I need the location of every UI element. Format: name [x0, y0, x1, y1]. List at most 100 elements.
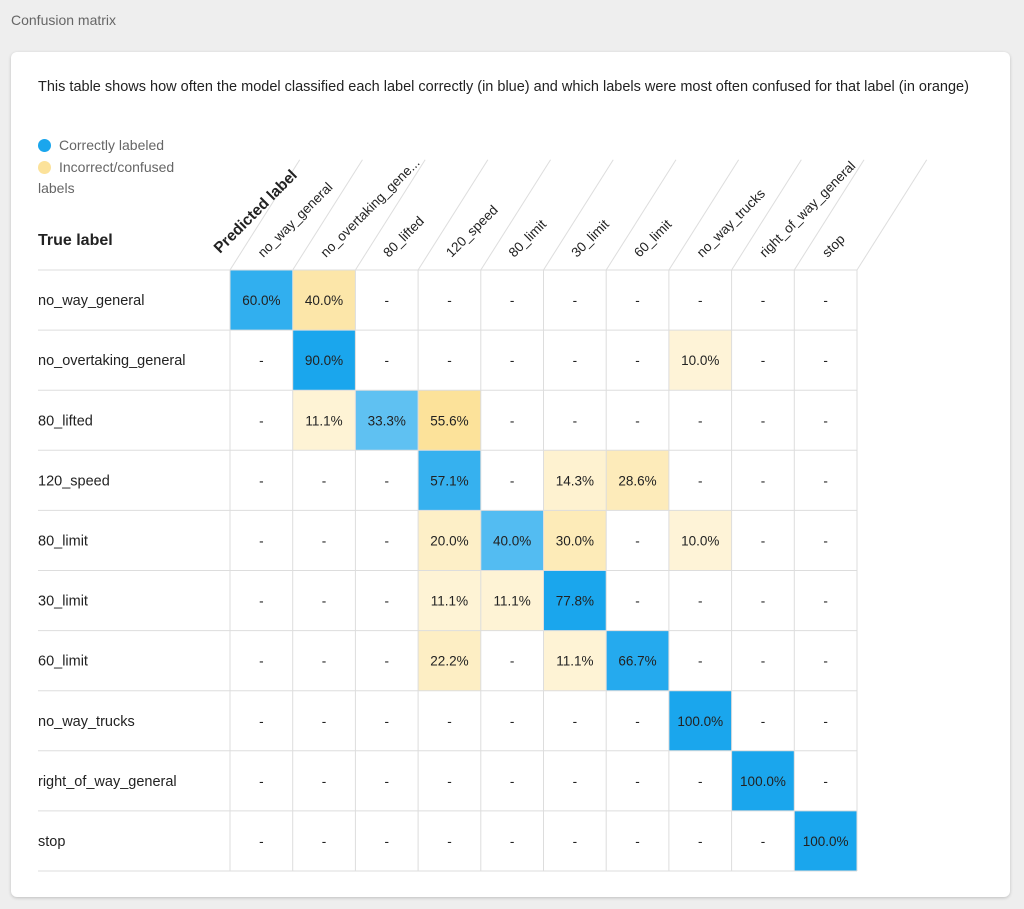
matrix-cell-fill [543, 510, 607, 571]
matrix-cell-empty: - [761, 473, 766, 488]
matrix-cell-fill [418, 630, 481, 691]
matrix-cell-value: 28.6% [618, 473, 656, 488]
legend-incorrect: Incorrect/confused labels [38, 157, 208, 199]
matrix-cell-empty: - [259, 594, 264, 609]
legend-correct-label: Correctly labeled [59, 137, 165, 153]
matrix-cell-value: 14.3% [556, 473, 594, 488]
matrix-cell-fill [668, 330, 732, 391]
matrix-cell-empty: - [510, 353, 515, 368]
matrix-cell-fill [668, 510, 732, 571]
header-diagonal-line [543, 159, 614, 271]
matrix-cell-empty: - [823, 714, 828, 729]
matrix-cell-value: 40.0% [305, 293, 343, 308]
matrix-cell-empty: - [322, 594, 327, 609]
matrix-cell-empty: - [823, 654, 828, 669]
matrix-cell-empty: - [573, 774, 578, 789]
matrix-cell-empty: - [322, 533, 327, 548]
column-label: stop [819, 231, 848, 260]
row-label: no_overtaking_general [38, 353, 186, 369]
matrix-cell-fill [480, 570, 544, 631]
matrix-cell-empty: - [385, 774, 390, 789]
row-label: 80_limit [38, 533, 88, 549]
matrix-cell-value: 77.8% [556, 594, 594, 609]
matrix-cell-value: 22.2% [430, 654, 468, 669]
matrix-cell-empty: - [447, 293, 452, 308]
matrix-cell-value: 10.0% [681, 533, 719, 548]
matrix-cell-empty: - [761, 834, 766, 849]
matrix-cell-empty: - [259, 834, 264, 849]
row-label: 80_lifted [38, 413, 93, 429]
matrix-cell-empty: - [698, 834, 703, 849]
matrix-cell-fill [731, 750, 795, 811]
matrix-cell-empty: - [259, 413, 264, 428]
matrix-cell-empty: - [635, 774, 640, 789]
header-diagonal-line [605, 159, 677, 271]
confusion-matrix-grid: no_way_general no_overtaking_general 80_li… [38, 155, 928, 872]
column-label: 30_limit [568, 216, 612, 260]
matrix-cell-empty: - [823, 533, 828, 548]
matrix-cell-empty: - [635, 413, 640, 428]
matrix-cell-empty: - [259, 714, 264, 729]
header-diagonal-line [480, 159, 551, 271]
matrix-cell-empty: - [259, 353, 264, 368]
header-diagonal-line [354, 159, 426, 271]
matrix-cell-empty: - [823, 774, 828, 789]
matrix-cell-fill [230, 270, 293, 331]
matrix-cell-empty: - [823, 594, 828, 609]
matrix-description: This table shows how often the model cla… [38, 79, 969, 95]
matrix-cell-empty: - [761, 594, 766, 609]
matrix-cell-empty: - [510, 293, 515, 308]
matrix-cell-fill [480, 510, 544, 571]
matrix-cell-fill [418, 570, 481, 631]
matrix-cell-empty: - [259, 473, 264, 488]
matrix-cell-fill [418, 390, 481, 451]
legend-incorrect-label: Incorrect/confused labels [38, 159, 175, 196]
matrix-cell-empty: - [447, 714, 452, 729]
matrix-cell-empty: - [761, 293, 766, 308]
matrix-cell-empty: - [635, 834, 640, 849]
matrix-cell-value: 55.6% [430, 413, 468, 428]
matrix-cell-empty: - [761, 353, 766, 368]
matrix-cell-value: 10.0% [681, 353, 719, 368]
matrix-cell-empty: - [385, 654, 390, 669]
matrix-cell-empty: - [259, 654, 264, 669]
matrix-cell-empty: - [322, 654, 327, 669]
column-label: 60_limit [631, 216, 675, 260]
matrix-cell-empty: - [573, 413, 578, 428]
matrix-cell-empty: - [447, 834, 452, 849]
matrix-cell-fill [606, 450, 669, 511]
matrix-cell-value: 57.1% [430, 473, 468, 488]
header-diagonal-line [856, 159, 928, 271]
matrix-cell-empty: - [823, 353, 828, 368]
matrix-cell-value: 11.1% [556, 654, 593, 669]
matrix-cell-empty: - [385, 473, 390, 488]
matrix-cell-empty: - [385, 594, 390, 609]
matrix-cell-empty: - [447, 774, 452, 789]
matrix-cell-value: 33.3% [368, 413, 406, 428]
matrix-cell-empty: - [761, 413, 766, 428]
matrix-cell-value: 66.7% [618, 654, 656, 669]
legend-correct-dot-icon [38, 139, 51, 152]
matrix-cell-fill [543, 630, 607, 691]
matrix-cell-empty: - [385, 834, 390, 849]
matrix-cell-value: 11.1% [305, 413, 342, 428]
matrix-cell-value: 20.0% [430, 533, 468, 548]
header-diagonal-line [731, 159, 802, 271]
matrix-cell-value: 100.0% [677, 714, 723, 729]
matrix-cell-empty: - [635, 533, 640, 548]
matrix-cell-empty: - [573, 714, 578, 729]
matrix-cell-empty: - [698, 413, 703, 428]
row-label: stop [38, 834, 65, 850]
matrix-cell-empty: - [510, 774, 515, 789]
matrix-cell-empty: - [823, 473, 828, 488]
header-diagonal-line [417, 159, 489, 271]
matrix-cell-empty: - [698, 293, 703, 308]
matrix-cell-empty: - [259, 774, 264, 789]
matrix-cell-empty: - [761, 714, 766, 729]
header-diagonal-line [793, 159, 865, 271]
matrix-cell-empty: - [385, 353, 390, 368]
matrix-cell-empty: - [635, 353, 640, 368]
header-diagonal-line [229, 159, 301, 271]
matrix-cell-empty: - [635, 594, 640, 609]
confusion-matrix-card: This table shows how often the model cla… [11, 52, 1010, 897]
